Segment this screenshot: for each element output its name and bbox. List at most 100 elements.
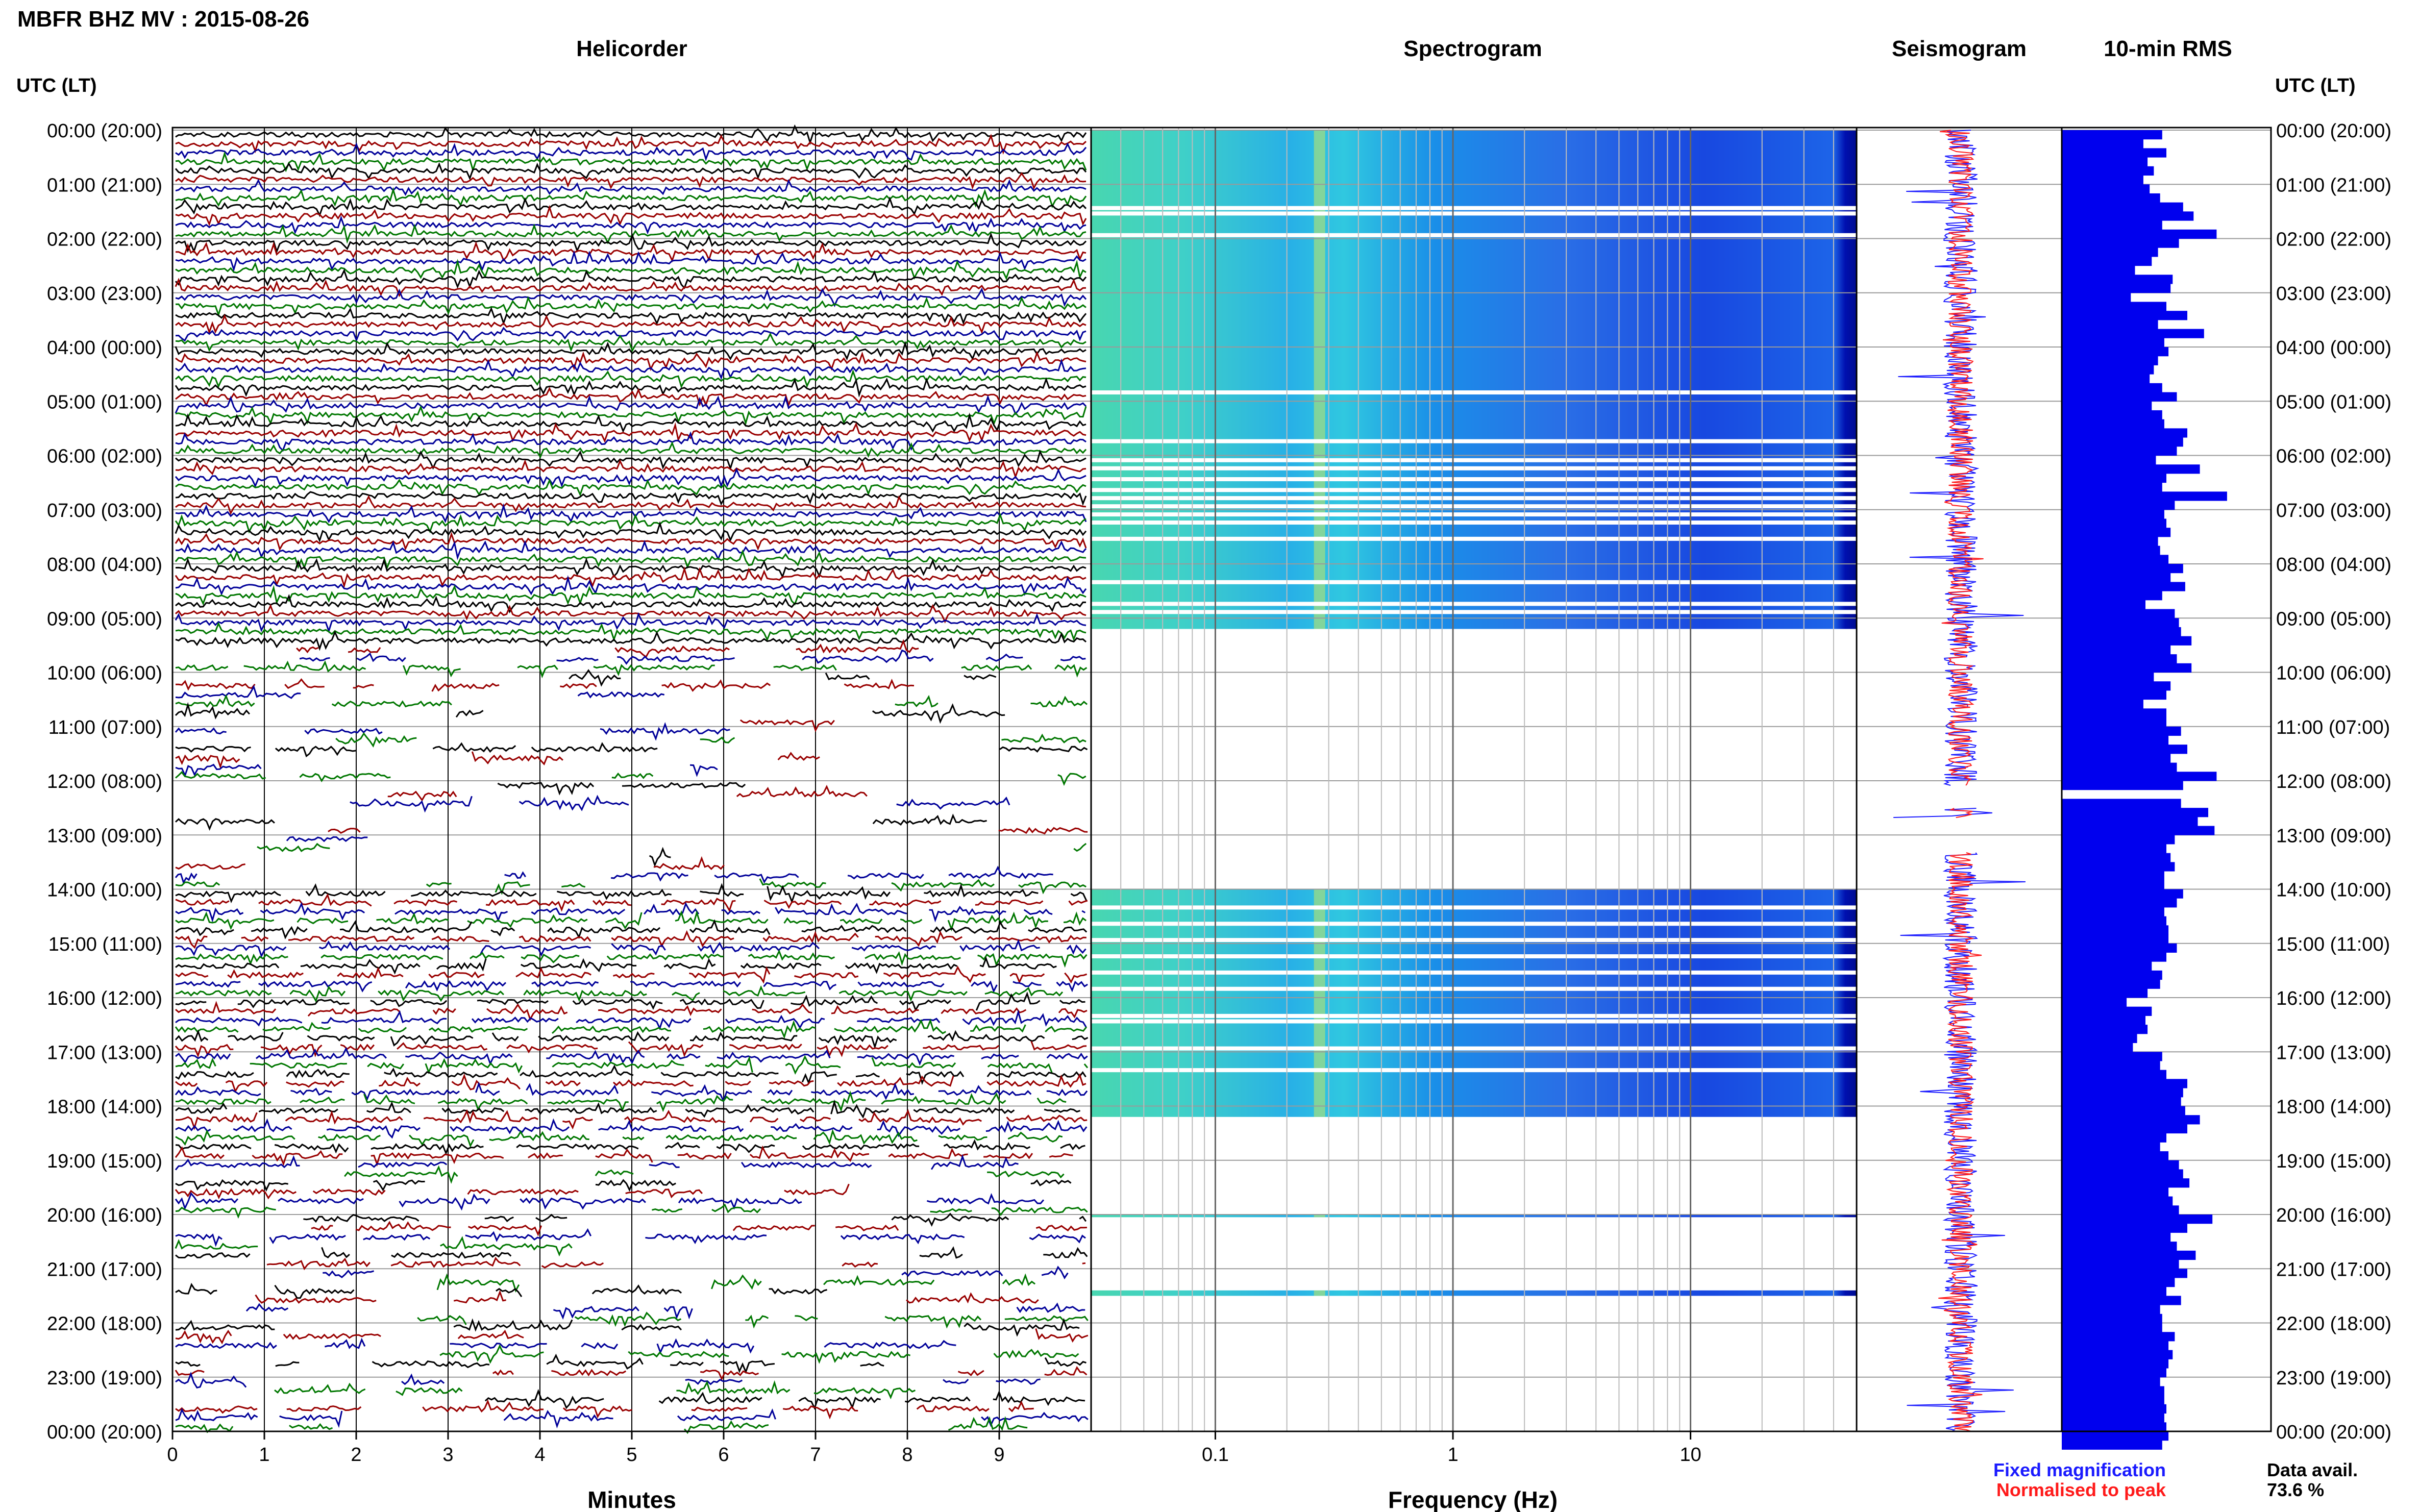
helicorder-trace (175, 405, 1087, 426)
frequency-tick-label: 1 (1447, 1444, 1458, 1466)
helicorder-trace (467, 914, 588, 928)
spectrogram-gap (1091, 496, 1857, 501)
helicorder-trace (690, 764, 718, 777)
helicorder-trace (834, 1018, 947, 1034)
helicorder-trace (697, 941, 820, 955)
helicorder-trace (672, 992, 700, 1002)
helicorder-trace (546, 1049, 645, 1064)
helicorder-trace (237, 999, 350, 1008)
helicorder-trace (175, 287, 1087, 307)
helicorder-trace (289, 985, 346, 1003)
helicorder-trace (175, 1252, 251, 1259)
helicorder-trace (475, 1081, 500, 1096)
helicorder-trace (175, 927, 234, 936)
spectrogram-gap (1091, 390, 1857, 394)
helicorder-trace (813, 1387, 916, 1400)
helicorder-trace (689, 1031, 798, 1042)
helicorder-trace (1001, 733, 1087, 743)
helicorder-trace (260, 1044, 323, 1057)
time-label-left: 21:00 (17:00) (47, 1259, 162, 1280)
rms-bar (2062, 455, 2156, 465)
rms-bar (2062, 1296, 2181, 1305)
helicorder-trace (658, 1392, 762, 1404)
rms-bar (2062, 1395, 2164, 1405)
helicorder-trace (175, 1086, 261, 1097)
helicorder-trace (467, 1188, 579, 1196)
helicorder-trace (1035, 1225, 1087, 1232)
helicorder-trace (175, 307, 1087, 326)
helicorder-trace (906, 1071, 965, 1085)
time-label-right: 01:00 (21:00) (2276, 175, 2391, 196)
helicorder-trace (663, 1306, 693, 1320)
helicorder-trace (1058, 1008, 1088, 1019)
time-label-right: 21:00 (17:00) (2276, 1259, 2391, 1280)
helicorder-trace (337, 966, 404, 979)
helicorder-trace (405, 980, 507, 992)
helicorder-trace (869, 899, 942, 908)
helicorder-trace (927, 1030, 1045, 1042)
helicorder-trace (749, 1145, 870, 1162)
rms-bar (2062, 1088, 2183, 1098)
helicorder-trace (660, 1071, 779, 1078)
rms-bar (2062, 374, 2150, 384)
helicorder-trace (628, 1351, 729, 1358)
rms-bar (2062, 148, 2166, 158)
helicorder-trace (975, 899, 1044, 906)
helicorder-trace (393, 899, 458, 907)
spectral-peak-band (1314, 1290, 1325, 1296)
rms-bar (2062, 979, 2160, 989)
helicorder-trace (941, 1007, 1027, 1014)
rms-bar (2062, 509, 2164, 519)
rms-bar (2062, 726, 2181, 736)
helicorder-trace (497, 781, 595, 796)
rms-bar (2062, 1142, 2160, 1152)
helicorder-trace (888, 1148, 968, 1159)
helicorder-trace (705, 1055, 753, 1073)
helicorder-trace (592, 899, 632, 906)
helicorder-trace (175, 512, 1087, 534)
helicorder-trace (838, 989, 968, 1002)
helicorder-trace (624, 1109, 726, 1124)
helicorder-trace (675, 910, 769, 925)
helicorder-trace (606, 953, 724, 961)
rms-bar (2062, 618, 2179, 628)
helicorder-trace (553, 1306, 639, 1320)
helicorder-trace (175, 549, 1087, 571)
helicorder-trace (1046, 1088, 1088, 1096)
helicorder-trace (379, 1077, 421, 1087)
helicorder-trace (175, 124, 1087, 145)
helicorder-trace (899, 999, 951, 1012)
helicorder-trace (837, 1075, 954, 1087)
helicorder-trace (300, 959, 421, 975)
helicorder-trace (1030, 1179, 1072, 1186)
rms-bar (2062, 1133, 2166, 1143)
helicorder-trace (777, 752, 820, 761)
helicorder-trace (455, 709, 484, 718)
rms-bar (2062, 934, 2169, 944)
helicorder-trace (612, 1079, 694, 1087)
seismogram-title: Seismogram (1892, 36, 2027, 61)
helicorder-trace (556, 657, 599, 662)
helicorder-trace (397, 1042, 488, 1051)
helicorder-trace (528, 1152, 563, 1159)
helicorder-trace (245, 1303, 289, 1312)
helicorder-trace (948, 865, 1053, 879)
rms-bar (2062, 1422, 2166, 1432)
helicorder-trace (1073, 842, 1087, 852)
helicorder-trace (547, 1099, 629, 1112)
rms-bar (2062, 735, 2169, 745)
helicorder-trace (981, 1053, 1019, 1060)
helicorder-trace (175, 1342, 277, 1349)
rms-bar (2062, 1106, 2185, 1116)
helicorder-trace (378, 989, 504, 1002)
rms-bar (2062, 157, 2148, 167)
helicorder-trace (175, 962, 280, 970)
helicorder-trace (959, 938, 1040, 952)
helicorder-trace (453, 1290, 506, 1304)
rms-bar (2062, 1259, 2179, 1269)
time-label-left: 23:00 (19:00) (47, 1368, 162, 1389)
helicorder-trace (175, 295, 1087, 317)
helicorder-trace (353, 684, 374, 689)
helicorder-trace (262, 1022, 331, 1032)
helicorder-trace (175, 377, 1087, 398)
